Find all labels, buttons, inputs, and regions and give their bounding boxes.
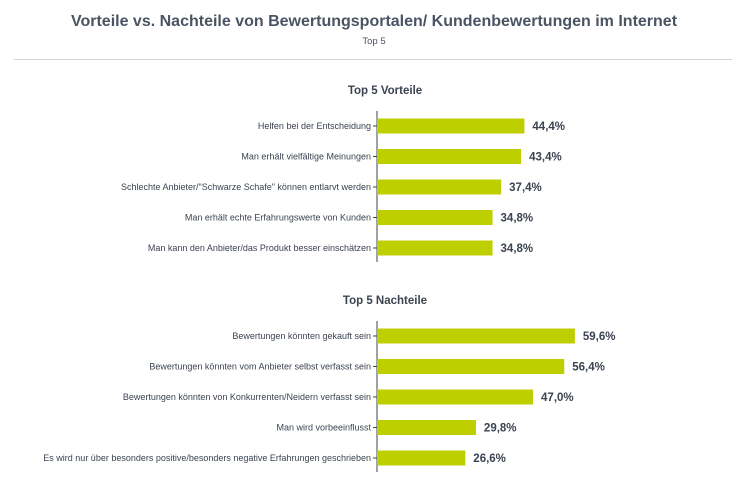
category-label: Es wird nur über besonders positive/beso… (43, 453, 371, 463)
category-label: Helfen bei der Entscheidung (258, 121, 371, 131)
value-label: 47,0% (541, 392, 574, 404)
bar (377, 328, 575, 344)
bar (377, 450, 466, 466)
bar (377, 359, 565, 374)
chart-subtitle: Top 5 (362, 36, 386, 47)
value-label: 37,4% (509, 182, 542, 194)
category-label: Man erhält vielfältige Meinungen (241, 152, 371, 162)
bar (377, 118, 525, 134)
value-label: 26,6% (473, 453, 506, 465)
value-label: 29,8% (484, 423, 517, 435)
section-title: Top 5 Nachteile (343, 295, 427, 307)
category-label: Man erhält echte Erfahrungswerte von Kun… (185, 213, 371, 223)
category-label: Bewertungen könnten gekauft sein (232, 331, 371, 341)
bar (377, 420, 476, 435)
value-label: 34,8% (501, 243, 534, 255)
bar (377, 240, 493, 256)
category-label: Bewertungen könnten von Konkurrenten/Nei… (123, 392, 371, 402)
value-label: 59,6% (583, 331, 616, 343)
category-label: Man wird vorbeeinflusst (276, 423, 371, 433)
chart-title: Vorteile vs. Nachteile von Bewertungspor… (70, 13, 678, 30)
category-label: Bewertungen könnten vom Anbieter selbst … (149, 362, 371, 372)
bar (377, 389, 534, 405)
value-label: 43,4% (529, 152, 562, 164)
header-divider (14, 59, 732, 60)
bar (377, 210, 493, 225)
value-label: 34,8% (501, 213, 534, 225)
category-label: Man kann den Anbieter/das Produkt besser… (148, 243, 371, 253)
value-label: 44,4% (532, 121, 565, 133)
bar (377, 179, 502, 195)
value-label: 56,4% (572, 362, 605, 374)
bar (377, 149, 522, 164)
category-label: Schlechte Anbieter/"Schwarze Schafe" kön… (121, 182, 371, 192)
section-title: Top 5 Vorteile (348, 85, 422, 97)
